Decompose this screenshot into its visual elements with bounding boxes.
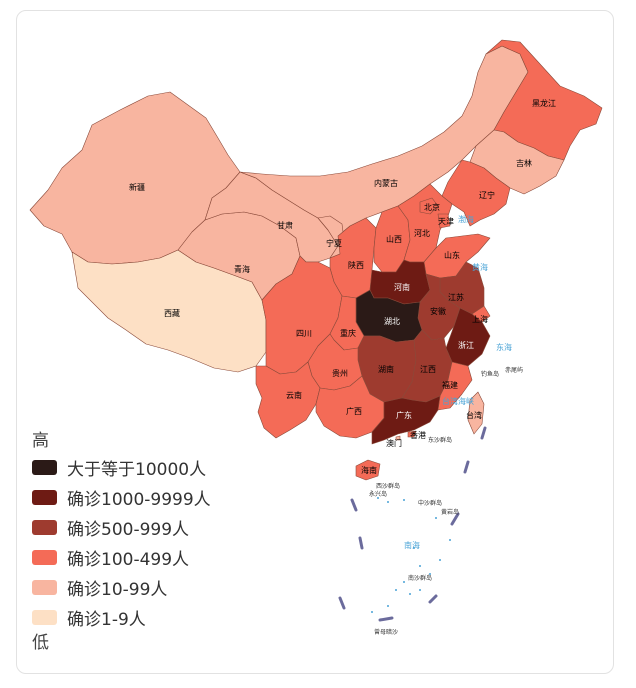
label-zhejiang: 浙江 xyxy=(458,340,474,350)
label-diaoyu: 钓鱼岛 xyxy=(481,370,499,378)
nine-dash-line xyxy=(338,426,487,622)
label-donghai: 东海 xyxy=(496,342,512,352)
province-hongkong[interactable] xyxy=(407,430,417,438)
province-macau[interactable] xyxy=(395,435,401,441)
legend-swatch xyxy=(32,489,57,505)
legend-swatch xyxy=(32,609,57,625)
label-yunnan: 云南 xyxy=(286,390,302,400)
label-shaanxi: 陕西 xyxy=(348,260,364,270)
legend-item-label: 确诊1-9人 xyxy=(67,609,146,630)
label-zhongsha: 中沙群岛 xyxy=(418,499,442,507)
legend-item[interactable]: 确诊10-99人 xyxy=(32,572,211,602)
label-yongxing: 永兴岛 xyxy=(369,490,387,498)
legend: 高 大于等于10000人 确诊1000-9999人 确诊500-999人 确诊100-… xyxy=(32,430,211,654)
legend-swatch xyxy=(32,459,57,475)
label-shandong: 山东 xyxy=(444,250,460,260)
label-hunan: 湖南 xyxy=(378,364,394,374)
label-macau: 澳门 xyxy=(386,438,402,448)
label-hainan: 海南 xyxy=(361,465,377,475)
label-neimenggu: 内蒙古 xyxy=(374,178,398,188)
label-taiwan: 台湾 xyxy=(466,410,482,420)
label-henan: 河南 xyxy=(394,282,410,292)
legend-item-label: 确诊1000-9999人 xyxy=(67,489,211,510)
legend-item-label: 确诊10-99人 xyxy=(67,579,168,600)
legend-item[interactable]: 确诊100-499人 xyxy=(32,542,211,572)
label-liaoning: 辽宁 xyxy=(479,190,495,200)
label-beijing: 北京 xyxy=(424,202,440,212)
legend-swatch xyxy=(32,549,57,565)
label-xisha: 西沙群岛 xyxy=(376,482,400,490)
province-beijing[interactable] xyxy=(419,197,439,215)
sea-labels: 渤海 黄海 东海 台湾海峡 南海 xyxy=(404,214,512,550)
label-gansu: 甘肃 xyxy=(277,220,293,230)
label-shanxi: 山西 xyxy=(386,234,402,244)
label-hebei: 河北 xyxy=(414,228,430,238)
legend-items: 大于等于10000人 确诊1000-9999人 确诊500-999人 确诊100-49… xyxy=(32,452,211,632)
province-hainan[interactable] xyxy=(355,459,381,481)
label-jiangxi: 江西 xyxy=(420,365,436,374)
province-guangdong[interactable] xyxy=(371,395,441,445)
label-sichuan: 四川 xyxy=(296,329,312,338)
label-hongkong: 香港 xyxy=(410,430,426,440)
legend-item[interactable]: 确诊1-9人 xyxy=(32,602,211,632)
label-xizang: 西藏 xyxy=(164,308,180,318)
label-guangxi: 广西 xyxy=(346,406,362,416)
island-labels: 钓鱼岛 赤尾屿 东沙群岛 西沙群岛 永兴岛 黄岩岛 中沙群岛 南沙群岛 曾母暗沙 xyxy=(369,366,523,636)
legend-low-label: 低 xyxy=(32,633,49,653)
province-tianjin[interactable] xyxy=(437,213,451,229)
label-guangdong: 广东 xyxy=(396,410,412,420)
label-fujian: 福建 xyxy=(442,380,458,390)
label-xinjiang: 新疆 xyxy=(129,182,145,192)
legend-item-label: 大于等于10000人 xyxy=(67,459,207,480)
label-hubei: 湖北 xyxy=(384,317,400,326)
label-chiwei: 赤尾屿 xyxy=(505,366,523,374)
label-nansha: 南沙群岛 xyxy=(408,574,432,582)
province-taiwan[interactable] xyxy=(467,391,485,435)
label-nanhai: 南海 xyxy=(404,540,420,550)
label-dongsha: 东沙群岛 xyxy=(428,436,452,444)
label-shanghai: 上海 xyxy=(472,314,488,324)
legend-item-label: 确诊100-499人 xyxy=(67,549,190,570)
label-bohai: 渤海 xyxy=(458,214,474,224)
legend-swatch xyxy=(32,519,57,535)
label-jilin: 吉林 xyxy=(516,158,532,168)
legend-item[interactable]: 确诊500-999人 xyxy=(32,512,211,542)
label-zengmu: 曾母暗沙 xyxy=(374,628,398,636)
legend-swatch xyxy=(32,579,57,595)
label-heilongjiang: 黑龙江 xyxy=(532,98,556,108)
label-guizhou: 贵州 xyxy=(332,368,348,378)
label-huanghai: 黄海 xyxy=(472,262,488,272)
label-ningxia: 宁夏 xyxy=(326,238,342,248)
label-tianjin: 天津 xyxy=(438,216,454,226)
label-anhui: 安徽 xyxy=(430,306,446,316)
label-chongqing: 重庆 xyxy=(340,328,356,338)
province-labels: 新疆 西藏 青海 甘肃 内蒙古 黑龙江 吉林 辽宁 宁夏 陕西 山西 河北 北京… xyxy=(129,98,556,475)
label-jiangsu: 江苏 xyxy=(448,292,464,302)
legend-item-label: 确诊500-999人 xyxy=(67,519,190,540)
legend-high-label: 高 xyxy=(32,431,49,451)
label-qinghai: 青海 xyxy=(234,264,250,274)
legend-item[interactable]: 确诊1000-9999人 xyxy=(32,482,211,512)
province-yunnan[interactable] xyxy=(255,361,321,439)
province-hebei[interactable] xyxy=(397,183,453,263)
label-huangyan: 黄岩岛 xyxy=(441,508,459,516)
label-taiwan-strait: 台湾海峡 xyxy=(442,396,474,406)
legend-item[interactable]: 大于等于10000人 xyxy=(32,452,211,482)
south-sea-islands xyxy=(371,497,451,613)
